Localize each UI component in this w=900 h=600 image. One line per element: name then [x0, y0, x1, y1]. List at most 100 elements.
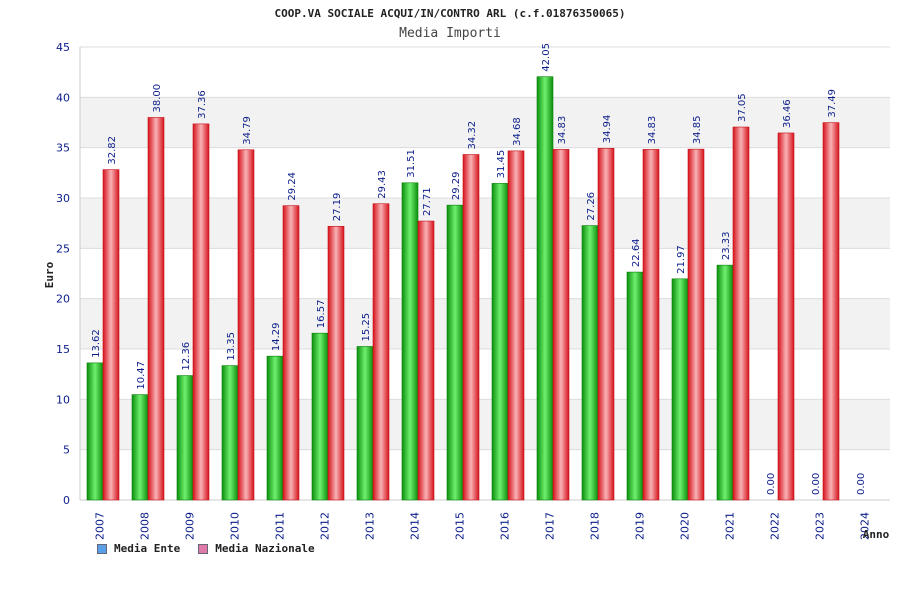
y-tick-label: 45: [56, 41, 70, 54]
value-label: 29.24: [287, 172, 298, 201]
x-tick-label: 2010: [229, 512, 242, 540]
y-axis-ticks: 0 5 10 15 20 25 30 35 40 45: [56, 41, 70, 507]
x-axis-ticks: 2007 2008 2009 2010 2011 2012 2013 2014 2015 2016…: [94, 512, 872, 540]
y-tick-label: 20: [56, 293, 70, 306]
y-tick-label: 10: [56, 393, 70, 406]
bar-media-nazionale: [462, 154, 480, 501]
y-tick-label: 30: [56, 192, 70, 205]
x-tick-label: 2019: [634, 512, 647, 540]
x-tick-label: 2022: [769, 512, 782, 540]
value-label: 37.05: [737, 93, 748, 122]
x-tick-label: 2007: [94, 512, 107, 540]
y-tick-label: 0: [63, 494, 70, 507]
bar-media-nazionale: [552, 149, 570, 501]
value-label: 10.47: [136, 361, 147, 390]
plot-band: [80, 399, 890, 450]
bar-media-ente: [131, 394, 149, 501]
value-label: 27.71: [422, 187, 433, 216]
value-label: 31.45: [496, 150, 507, 179]
x-tick-label: 2008: [139, 512, 152, 540]
legend-item-media-ente: Media Ente: [97, 542, 180, 555]
bar-media-nazionale: [417, 220, 435, 501]
bar-media-ente: [356, 346, 374, 501]
value-label: 14.29: [271, 323, 282, 352]
x-tick-label: 2023: [814, 512, 827, 540]
legend-swatch-media-ente: [97, 543, 107, 554]
value-label: 34.83: [557, 116, 568, 145]
x-tick-label: 2024: [859, 512, 872, 540]
y-tick-label: 35: [56, 142, 70, 155]
bar-media-ente: [311, 332, 329, 501]
x-tick-label: 2016: [499, 512, 512, 540]
value-label: 21.97: [676, 245, 687, 274]
value-label: 0.00: [811, 473, 822, 495]
grid-lines: [79, 46, 890, 501]
x-tick-label: 2013: [364, 512, 377, 540]
legend-item-media-nazionale: Media Nazionale: [198, 542, 315, 555]
bar-media-nazionale: [507, 150, 525, 501]
legend-label-media-ente: Media Ente: [114, 542, 181, 555]
value-label: 34.85: [692, 116, 703, 145]
bar-media-ente: [176, 375, 194, 501]
value-label: 34.94: [602, 115, 613, 144]
value-label: 38.00: [152, 84, 163, 113]
plot-band: [80, 97, 890, 148]
plot-band: [80, 198, 890, 249]
bar-media-nazionale: [282, 205, 300, 501]
value-label: 12.36: [181, 342, 192, 371]
value-label: 37.49: [827, 89, 838, 118]
bar-media-nazionale: [237, 149, 255, 501]
value-label: 36.46: [782, 99, 793, 128]
value-label: 32.82: [107, 136, 118, 165]
value-label: 34.79: [242, 116, 253, 145]
x-tick-label: 2012: [319, 512, 332, 540]
value-label: 23.33: [721, 232, 732, 261]
bar-media-nazionale: [822, 122, 840, 501]
bar-media-nazionale: [777, 132, 795, 501]
value-label: 13.35: [226, 332, 237, 361]
bar-media-ente: [221, 365, 239, 501]
value-label: 15.25: [361, 313, 372, 342]
value-label: 37.36: [197, 90, 208, 119]
value-label: 16.57: [316, 300, 327, 329]
y-tick-label: 5: [63, 444, 70, 457]
bar-media-ente: [536, 76, 554, 501]
bar-media-nazionale: [687, 148, 705, 501]
bar-media-ente: [491, 183, 509, 501]
bar-media-nazionale: [732, 126, 750, 501]
value-label: 42.05: [541, 43, 552, 72]
bar-media-ente: [671, 278, 689, 501]
plot-background: [80, 47, 890, 500]
value-labels: 13.62 32.82 10.47 38.00 12.36 37.36 13.35 34.79…: [91, 43, 867, 495]
legend-label-media-nazionale: Media Nazionale: [215, 542, 315, 555]
chart-subtitle: Media Importi: [399, 26, 501, 41]
x-tick-label: 2015: [454, 512, 467, 540]
bar-media-nazionale: [192, 123, 210, 501]
y-tick-label: 25: [56, 242, 70, 255]
bar-media-ente: [401, 182, 419, 501]
x-tick-label: 2014: [409, 512, 422, 540]
value-label: 29.29: [451, 172, 462, 201]
bars: [86, 76, 840, 501]
y-axis-label: Euro: [43, 261, 56, 288]
bar-media-ente: [446, 204, 464, 501]
legend: Media Ente Media Nazionale: [97, 542, 315, 555]
bar-media-nazionale: [147, 117, 165, 501]
bar-media-ente: [581, 225, 599, 501]
bar-media-ente: [86, 362, 104, 501]
value-label: 31.51: [406, 149, 417, 178]
y-tick-label: 40: [56, 91, 70, 104]
value-label: 34.68: [512, 117, 523, 146]
value-label: 29.43: [377, 170, 388, 199]
bar-media-ente: [716, 264, 734, 501]
value-label: 13.62: [91, 329, 102, 358]
value-label: 0.00: [766, 473, 777, 495]
legend-swatch-media-nazionale: [198, 543, 209, 554]
x-axis-label: Anno: [863, 528, 890, 541]
bar-media-ente: [266, 355, 284, 501]
x-tick-label: 2020: [679, 512, 692, 540]
bar-media-ente: [626, 271, 644, 501]
x-tick-label: 2009: [184, 512, 197, 540]
